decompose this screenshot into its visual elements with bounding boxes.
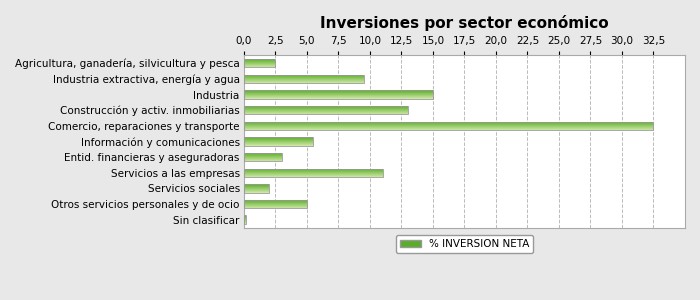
Bar — [244, 184, 269, 193]
Bar — [244, 59, 275, 68]
Bar — [244, 74, 363, 83]
Bar — [244, 106, 407, 115]
Bar — [244, 90, 433, 99]
Title: Inversiones por sector económico: Inversiones por sector económico — [320, 15, 609, 31]
Bar — [244, 122, 654, 130]
Legend: % INVERSION NETA: % INVERSION NETA — [395, 235, 533, 254]
Bar — [244, 153, 281, 161]
Bar — [244, 215, 246, 224]
Bar — [244, 200, 307, 208]
Bar — [244, 169, 382, 177]
Bar — [244, 137, 313, 146]
